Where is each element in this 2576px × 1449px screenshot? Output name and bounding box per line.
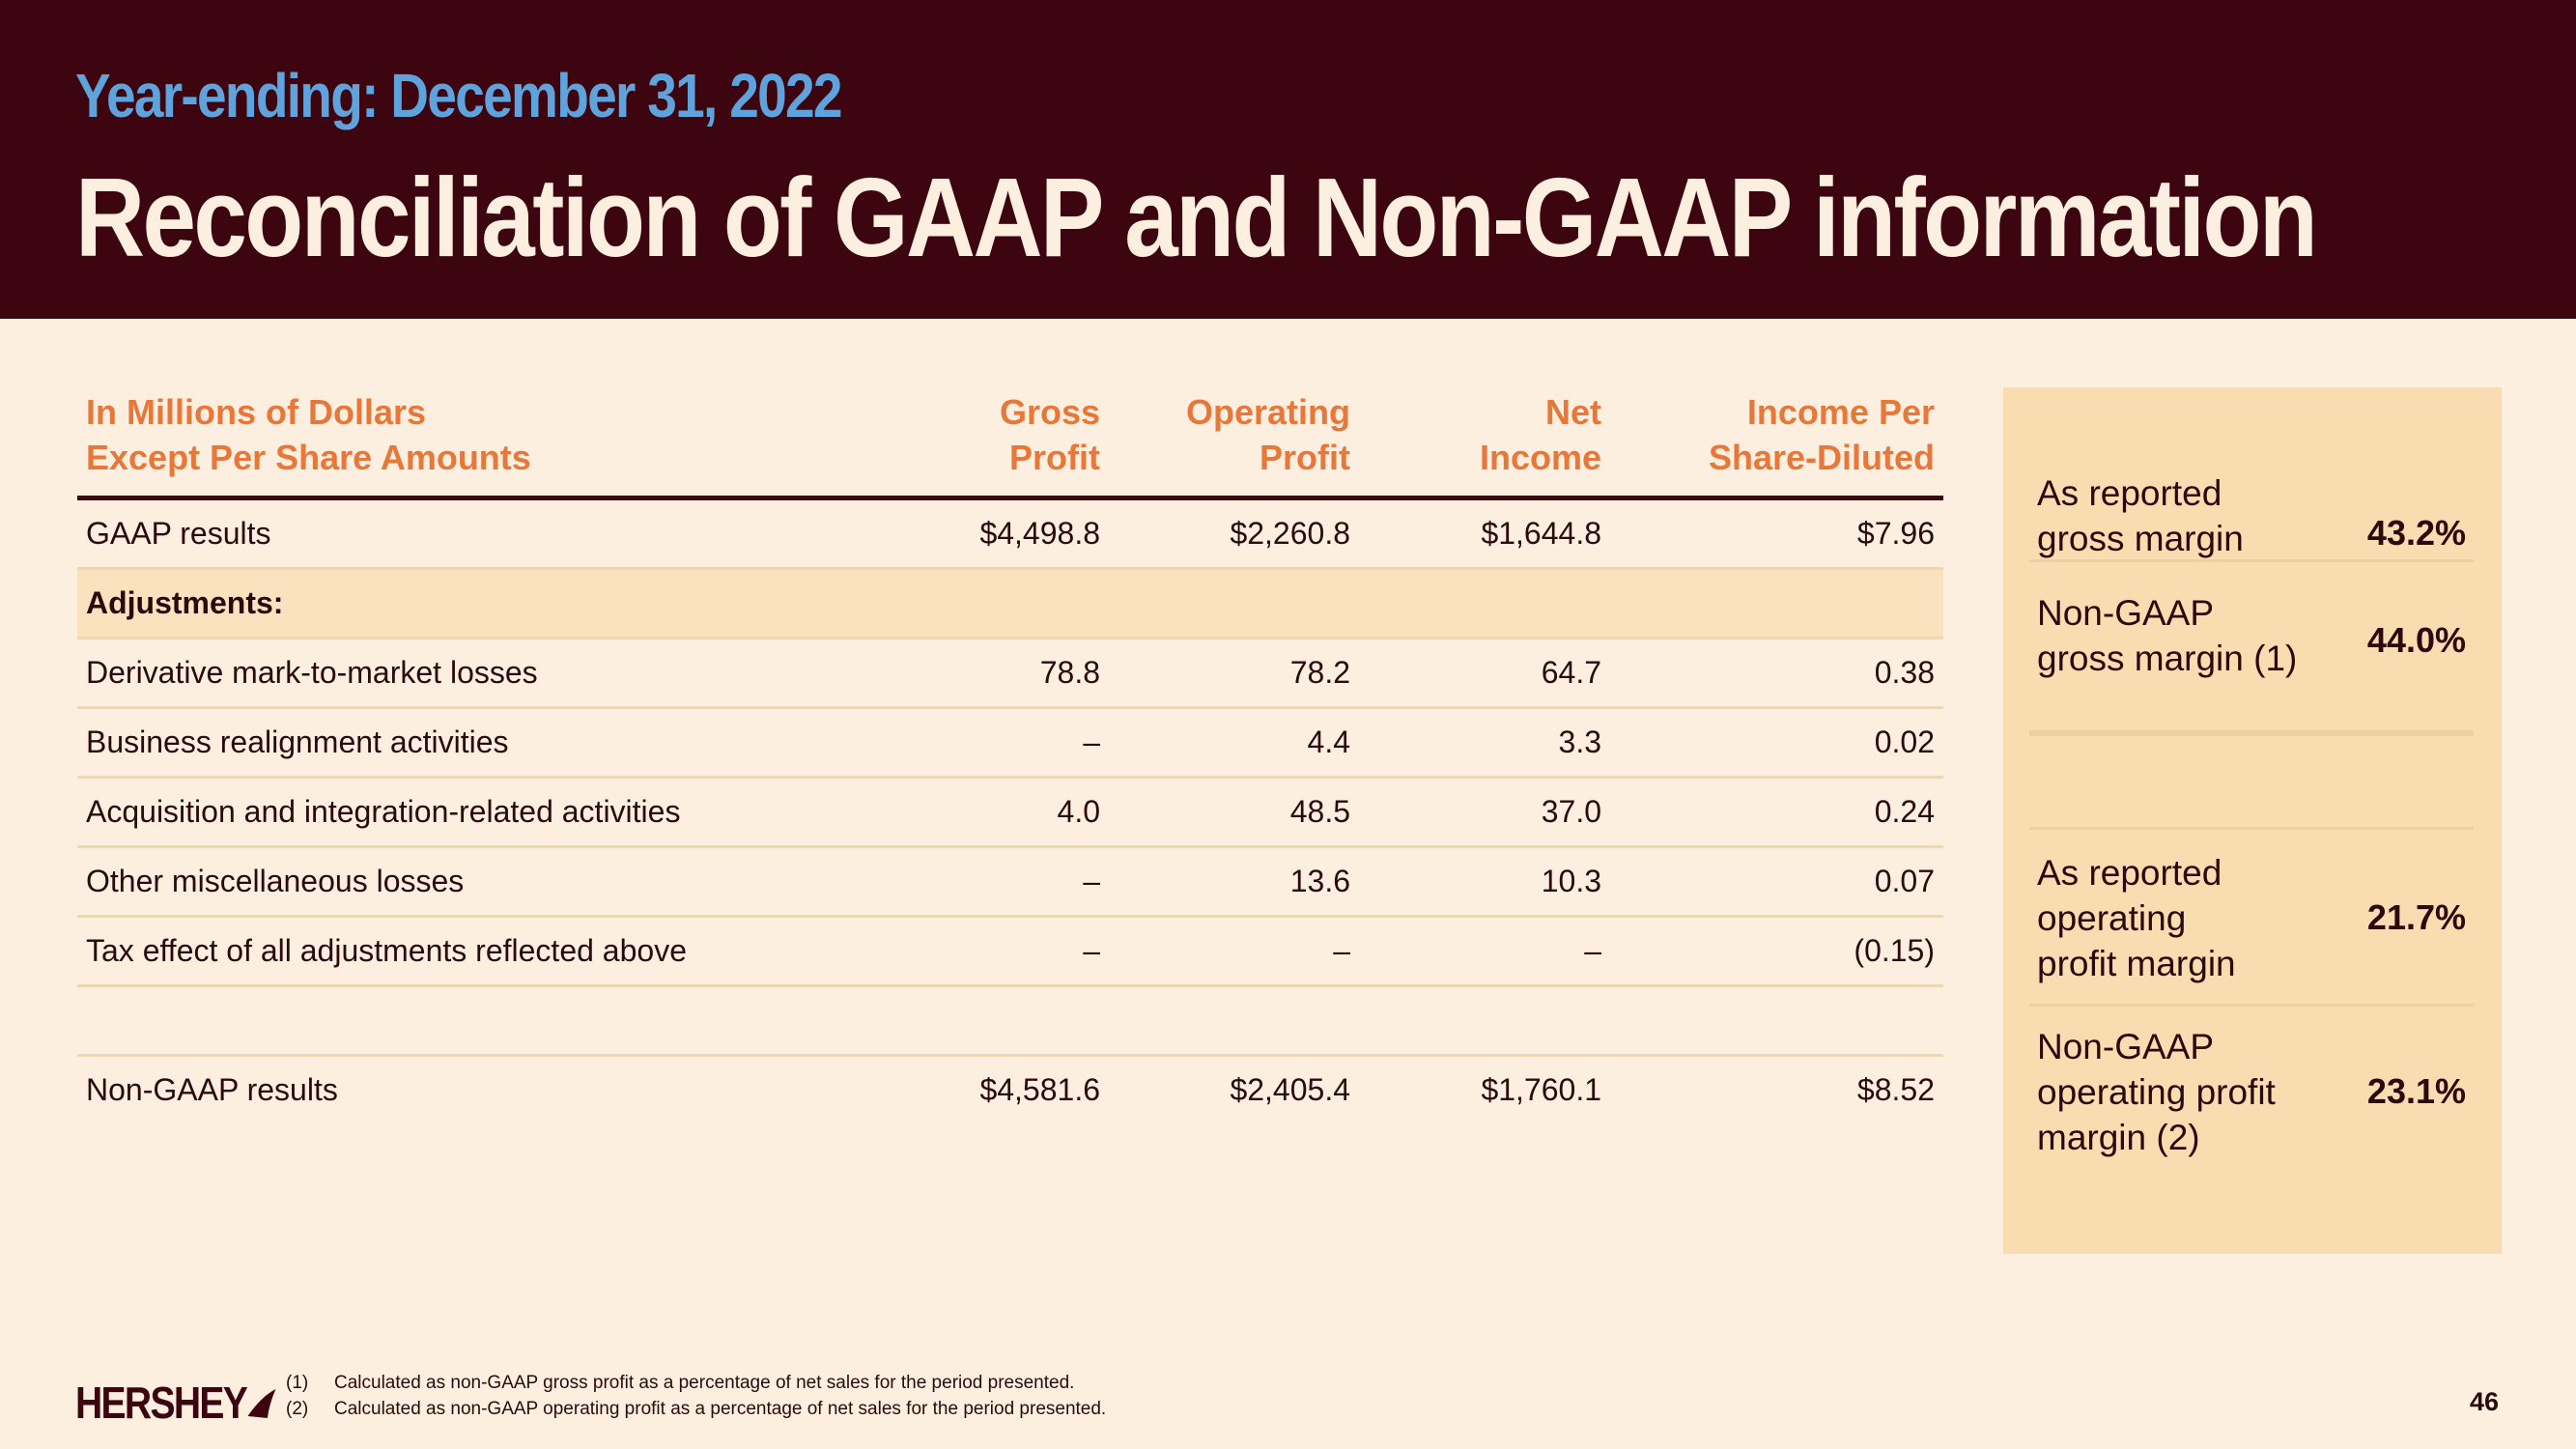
table-header: In Millions of Dollars Except Per Share … — [77, 382, 1943, 500]
cell-operating-profit: 13.6 — [1289, 864, 1350, 898]
cell-net-income: $1,644.8 — [1481, 516, 1601, 551]
margin-value: 44.0% — [2366, 620, 2466, 660]
cell-net-income: – — [1584, 933, 1601, 968]
cell-gross-profit: $4,581.6 — [979, 1072, 1100, 1107]
footnote-number: (1) — [286, 1373, 309, 1393]
cell-gross-profit: – — [1083, 933, 1100, 968]
cell-net-income: 3.3 — [1558, 724, 1601, 759]
kiss-logo-icon — [247, 1389, 276, 1418]
margin-summary-panel: As reported gross margin 43.2% Non-GAAP … — [2003, 387, 2502, 1254]
cell-operating-profit: 48.5 — [1289, 794, 1350, 829]
cell-eps: (0.15) — [1854, 933, 1935, 968]
margin-item-reported-gross: As reported gross margin 43.2% — [2029, 472, 2474, 562]
footnote-number: (2) — [286, 1399, 309, 1419]
header-net-income: Net Income — [1479, 392, 1601, 477]
cell-gross-profit: – — [1083, 724, 1100, 759]
cell-operating-profit: – — [1333, 933, 1350, 968]
page-subtitle: Year-ending: December 31, 2022 — [75, 61, 842, 130]
table-row-non-gaap: Non-GAAP results $4,581.6 $2,405.4 $1,76… — [77, 1057, 1943, 1123]
cell-eps: 0.07 — [1874, 864, 1935, 898]
cell-eps: 0.02 — [1874, 724, 1935, 759]
cell-eps: $7.96 — [1856, 516, 1935, 551]
cell-eps: 0.38 — [1874, 655, 1935, 690]
panel-divider — [2029, 733, 2474, 736]
cell-operating-profit: 4.4 — [1307, 724, 1350, 759]
page-number: 46 — [2469, 1387, 2499, 1416]
cell-eps: $8.52 — [1856, 1072, 1935, 1107]
header-label: In Millions of Dollars Except Per Share … — [86, 392, 531, 477]
row-label: Adjustments: — [86, 585, 284, 620]
table-spacer-row — [77, 987, 1943, 1057]
margin-value: 43.2% — [2366, 513, 2466, 553]
footnote-1: (1) Calculated as non-GAAP gross profit a… — [286, 1370, 1106, 1396]
logo-text: HERSHEY — [75, 1378, 248, 1428]
margin-value: 21.7% — [2366, 897, 2466, 937]
margin-item-reported-operating: As reported operating profit margin 21.7… — [2029, 827, 2474, 1007]
row-label: Other miscellaneous losses — [86, 864, 465, 898]
cell-net-income: $1,760.1 — [1481, 1072, 1601, 1107]
page-title: Reconciliation of GAAP and Non-GAAP info… — [75, 155, 2318, 280]
cell-net-income: 37.0 — [1541, 794, 1601, 829]
margin-label: Non-GAAP gross margin (1) — [2037, 593, 2298, 678]
row-label: Acquisition and integration-related acti… — [86, 794, 681, 829]
row-label: Tax effect of all adjustments reflected … — [86, 933, 687, 968]
cell-gross-profit: – — [1083, 864, 1100, 898]
row-label: Business realignment activities — [86, 724, 509, 759]
cell-net-income: 64.7 — [1541, 655, 1601, 690]
cell-operating-profit: 78.2 — [1289, 655, 1350, 690]
header-gross-profit: Gross Profit — [999, 392, 1100, 477]
table-row-adjustments: Adjustments: — [77, 570, 1943, 639]
margin-label: As reported gross margin — [2037, 473, 2244, 558]
cell-gross-profit: 4.0 — [1057, 794, 1100, 829]
table-row-gaap: GAAP results $4,498.8 $2,260.8 $1,644.8 … — [77, 500, 1943, 570]
row-label: Non-GAAP results — [86, 1072, 338, 1107]
header-operating-profit: Operating Profit — [1185, 392, 1350, 477]
footnote-text: Calculated as non-GAAP operating profit … — [334, 1399, 1107, 1419]
cell-gross-profit: $4,498.8 — [979, 516, 1100, 551]
table-row: Business realignment activities – 4.4 3.… — [77, 709, 1943, 779]
table-row: Other miscellaneous losses – 13.6 10.3 0… — [77, 848, 1943, 918]
margin-value: 23.1% — [2366, 1071, 2466, 1111]
cell-net-income: 10.3 — [1541, 864, 1601, 898]
row-label: GAAP results — [86, 516, 271, 551]
hershey-logo: HERSHEY — [75, 1377, 277, 1429]
margin-item-non-gaap-gross: Non-GAAP gross margin (1) 44.0% — [2029, 562, 2474, 733]
header-eps-diluted: Income Per Share-Diluted — [1708, 392, 1935, 477]
margin-item-non-gaap-operating: Non-GAAP operating profit margin (2) 23.… — [2029, 1004, 2474, 1178]
row-label: Derivative mark-to-market losses — [86, 655, 538, 690]
cell-operating-profit: $2,405.4 — [1230, 1072, 1350, 1107]
footnote-text: Calculated as non-GAAP gross profit as a… — [334, 1373, 1075, 1393]
table-row: Derivative mark-to-market losses 78.8 78… — [77, 639, 1943, 709]
table-row: Tax effect of all adjustments reflected … — [77, 918, 1943, 987]
margin-label: As reported operating profit margin — [2037, 853, 2236, 983]
header-banner: Year-ending: December 31, 2022 Reconcili… — [0, 0, 2576, 319]
cell-eps: 0.24 — [1874, 794, 1935, 829]
table-row: Acquisition and integration-related acti… — [77, 779, 1943, 848]
footnotes: (1) Calculated as non-GAAP gross profit a… — [286, 1370, 1106, 1422]
footnote-2: (2) Calculated as non-GAAP operating prof… — [286, 1396, 1106, 1422]
margin-label: Non-GAAP operating profit margin (2) — [2037, 1027, 2276, 1157]
reconciliation-table: In Millions of Dollars Except Per Share … — [77, 382, 1943, 1123]
cell-gross-profit: 78.8 — [1039, 655, 1100, 690]
cell-operating-profit: $2,260.8 — [1230, 516, 1350, 551]
